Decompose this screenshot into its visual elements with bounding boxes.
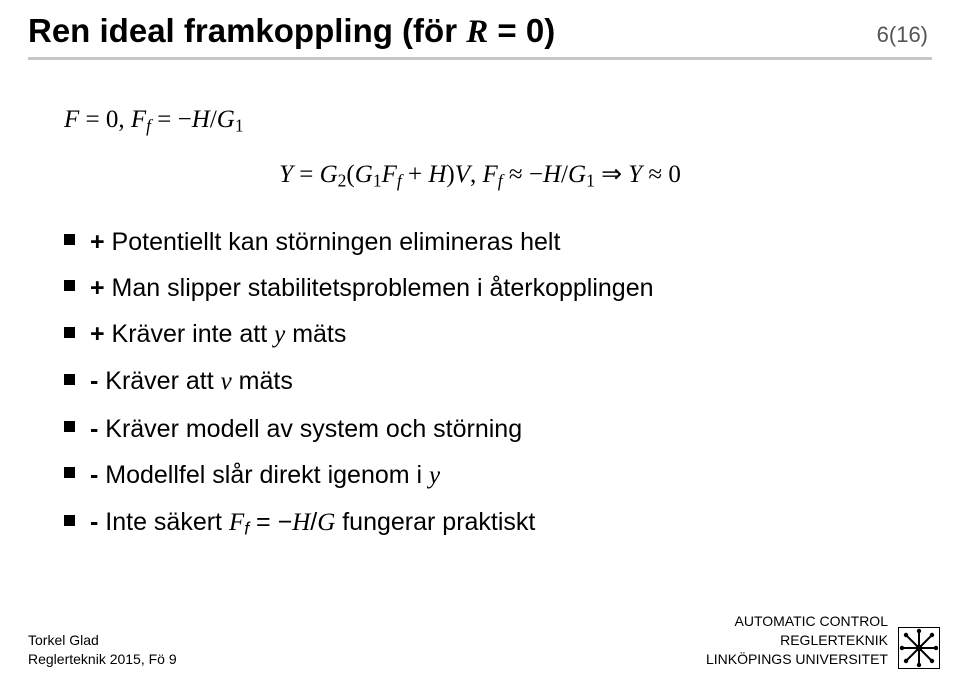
title-math-eq: = 0 xyxy=(488,12,544,49)
eqc-close: ) xyxy=(446,161,454,188)
eqc-G2: G xyxy=(320,161,338,188)
footer-course: Reglerteknik 2015, Fö 9 xyxy=(28,650,177,669)
eq-slash: / xyxy=(210,106,217,133)
bullet-text-pre: Modellfel slår direkt igenom i xyxy=(98,461,429,489)
eqc-Y: Y xyxy=(279,161,293,188)
bullet-text-pre: Inte säkert xyxy=(98,508,229,536)
bullet-text-pre: Kräver inte att xyxy=(105,320,275,348)
eqc-slash: / xyxy=(561,161,568,188)
eqc-plus: + xyxy=(402,161,429,188)
slide-title: Ren ideal framkoppling (för R = 0) xyxy=(28,12,555,51)
title-pretext: Ren ideal framkoppling (för xyxy=(28,12,466,49)
eqc-open: ( xyxy=(346,161,354,188)
eq-G1-sub: 1 xyxy=(235,115,244,135)
list-item: - Kräver att v mäts xyxy=(60,363,900,400)
footer-dept-sv: REGLERTEKNIK xyxy=(706,631,888,650)
list-item: + Potentiellt kan störningen elimineras … xyxy=(60,224,900,260)
eq-eq1: = − xyxy=(151,106,192,133)
title-posttext: ) xyxy=(544,12,555,49)
eqc-G1: G xyxy=(355,161,373,188)
bullet-var: y xyxy=(274,321,285,348)
eqc-G1b-sub: 1 xyxy=(586,170,595,190)
list-item: - Inte säkert Ff = −H/G fungerar praktis… xyxy=(60,504,900,542)
eqc-approx0: ≈ 0 xyxy=(642,161,681,188)
slide-content: F = 0, Ff = −H/G1 Y = G2(G1Ff + H)V, Ff … xyxy=(0,60,960,542)
eqc-Ff2: F xyxy=(483,161,498,188)
eqc-approx: ≈ − xyxy=(503,161,543,188)
bullet-text-post: mäts xyxy=(232,367,293,395)
bullet-var: v xyxy=(221,368,232,395)
list-item: + Man slipper stabilitetsproblemen i åte… xyxy=(60,270,900,306)
footer: Torkel Glad Reglerteknik 2015, Fö 9 AUTO… xyxy=(0,611,960,681)
bullet-Ff: F xyxy=(229,509,244,536)
bullet-sign: + xyxy=(90,228,105,256)
eqc-Y2: Y xyxy=(628,161,642,188)
footer-left: Torkel Glad Reglerteknik 2015, Fö 9 xyxy=(28,631,177,669)
eq-G1: G xyxy=(217,106,235,133)
eq-eq0: = 0, xyxy=(79,106,131,133)
page-number: 6(16) xyxy=(877,22,928,48)
bullet-mid: = − xyxy=(249,508,292,536)
bullet-text: Kräver modell av system och störning xyxy=(98,415,522,443)
eqc-eq: = xyxy=(293,161,320,188)
footer-university: LINKÖPINGS UNIVERSITET xyxy=(706,650,888,669)
equation-center: Y = G2(G1Ff + H)V, Ff ≈ −H/G1 ⇒ Y ≈ 0 xyxy=(60,157,900,194)
bullet-text-pre: Kräver att xyxy=(98,367,220,395)
bullet-sign: + xyxy=(90,320,105,348)
eq-Ff: F xyxy=(131,106,146,133)
eq-F: F xyxy=(64,106,79,133)
bullet-text: Man slipper stabilitetsproblemen i återk… xyxy=(105,274,654,302)
eqc-Ff: F xyxy=(382,161,397,188)
bullet-text-post: mäts xyxy=(285,320,346,348)
footer-dept-en: AUTOMATIC CONTROL xyxy=(706,612,888,631)
eq-H: H xyxy=(192,106,210,133)
footer-right-text: AUTOMATIC CONTROL REGLERTEKNIK LINKÖPING… xyxy=(706,612,888,669)
eqc-H2: H xyxy=(543,161,561,188)
bullet-G: G xyxy=(317,509,335,536)
bullet-var: y xyxy=(429,462,440,489)
list-item: - Kräver modell av system och störning xyxy=(60,411,900,447)
title-math-var: R xyxy=(466,14,488,50)
liu-logo-icon xyxy=(898,627,940,669)
bullet-text-post: fungerar praktiskt xyxy=(335,508,535,536)
equation-top: F = 0, Ff = −H/G1 xyxy=(64,102,900,139)
eqc-H: H xyxy=(428,161,446,188)
footer-author: Torkel Glad xyxy=(28,631,177,650)
eqc-G1-sub: 1 xyxy=(373,170,382,190)
list-item: + Kräver inte att y mäts xyxy=(60,316,900,353)
bullet-list: + Potentiellt kan störningen elimineras … xyxy=(60,224,900,542)
bullet-sign: + xyxy=(90,274,105,302)
footer-right: AUTOMATIC CONTROL REGLERTEKNIK LINKÖPING… xyxy=(706,612,940,669)
list-item: - Modellfel slår direkt igenom i y xyxy=(60,457,900,494)
eqc-implies: ⇒ xyxy=(595,161,628,188)
eqc-G1b: G xyxy=(568,161,586,188)
bullet-text: Potentiellt kan störningen elimineras he… xyxy=(105,228,561,256)
eqc-comma: , xyxy=(470,161,483,188)
bullet-H: H xyxy=(292,509,310,536)
eqc-V: V xyxy=(455,161,470,188)
